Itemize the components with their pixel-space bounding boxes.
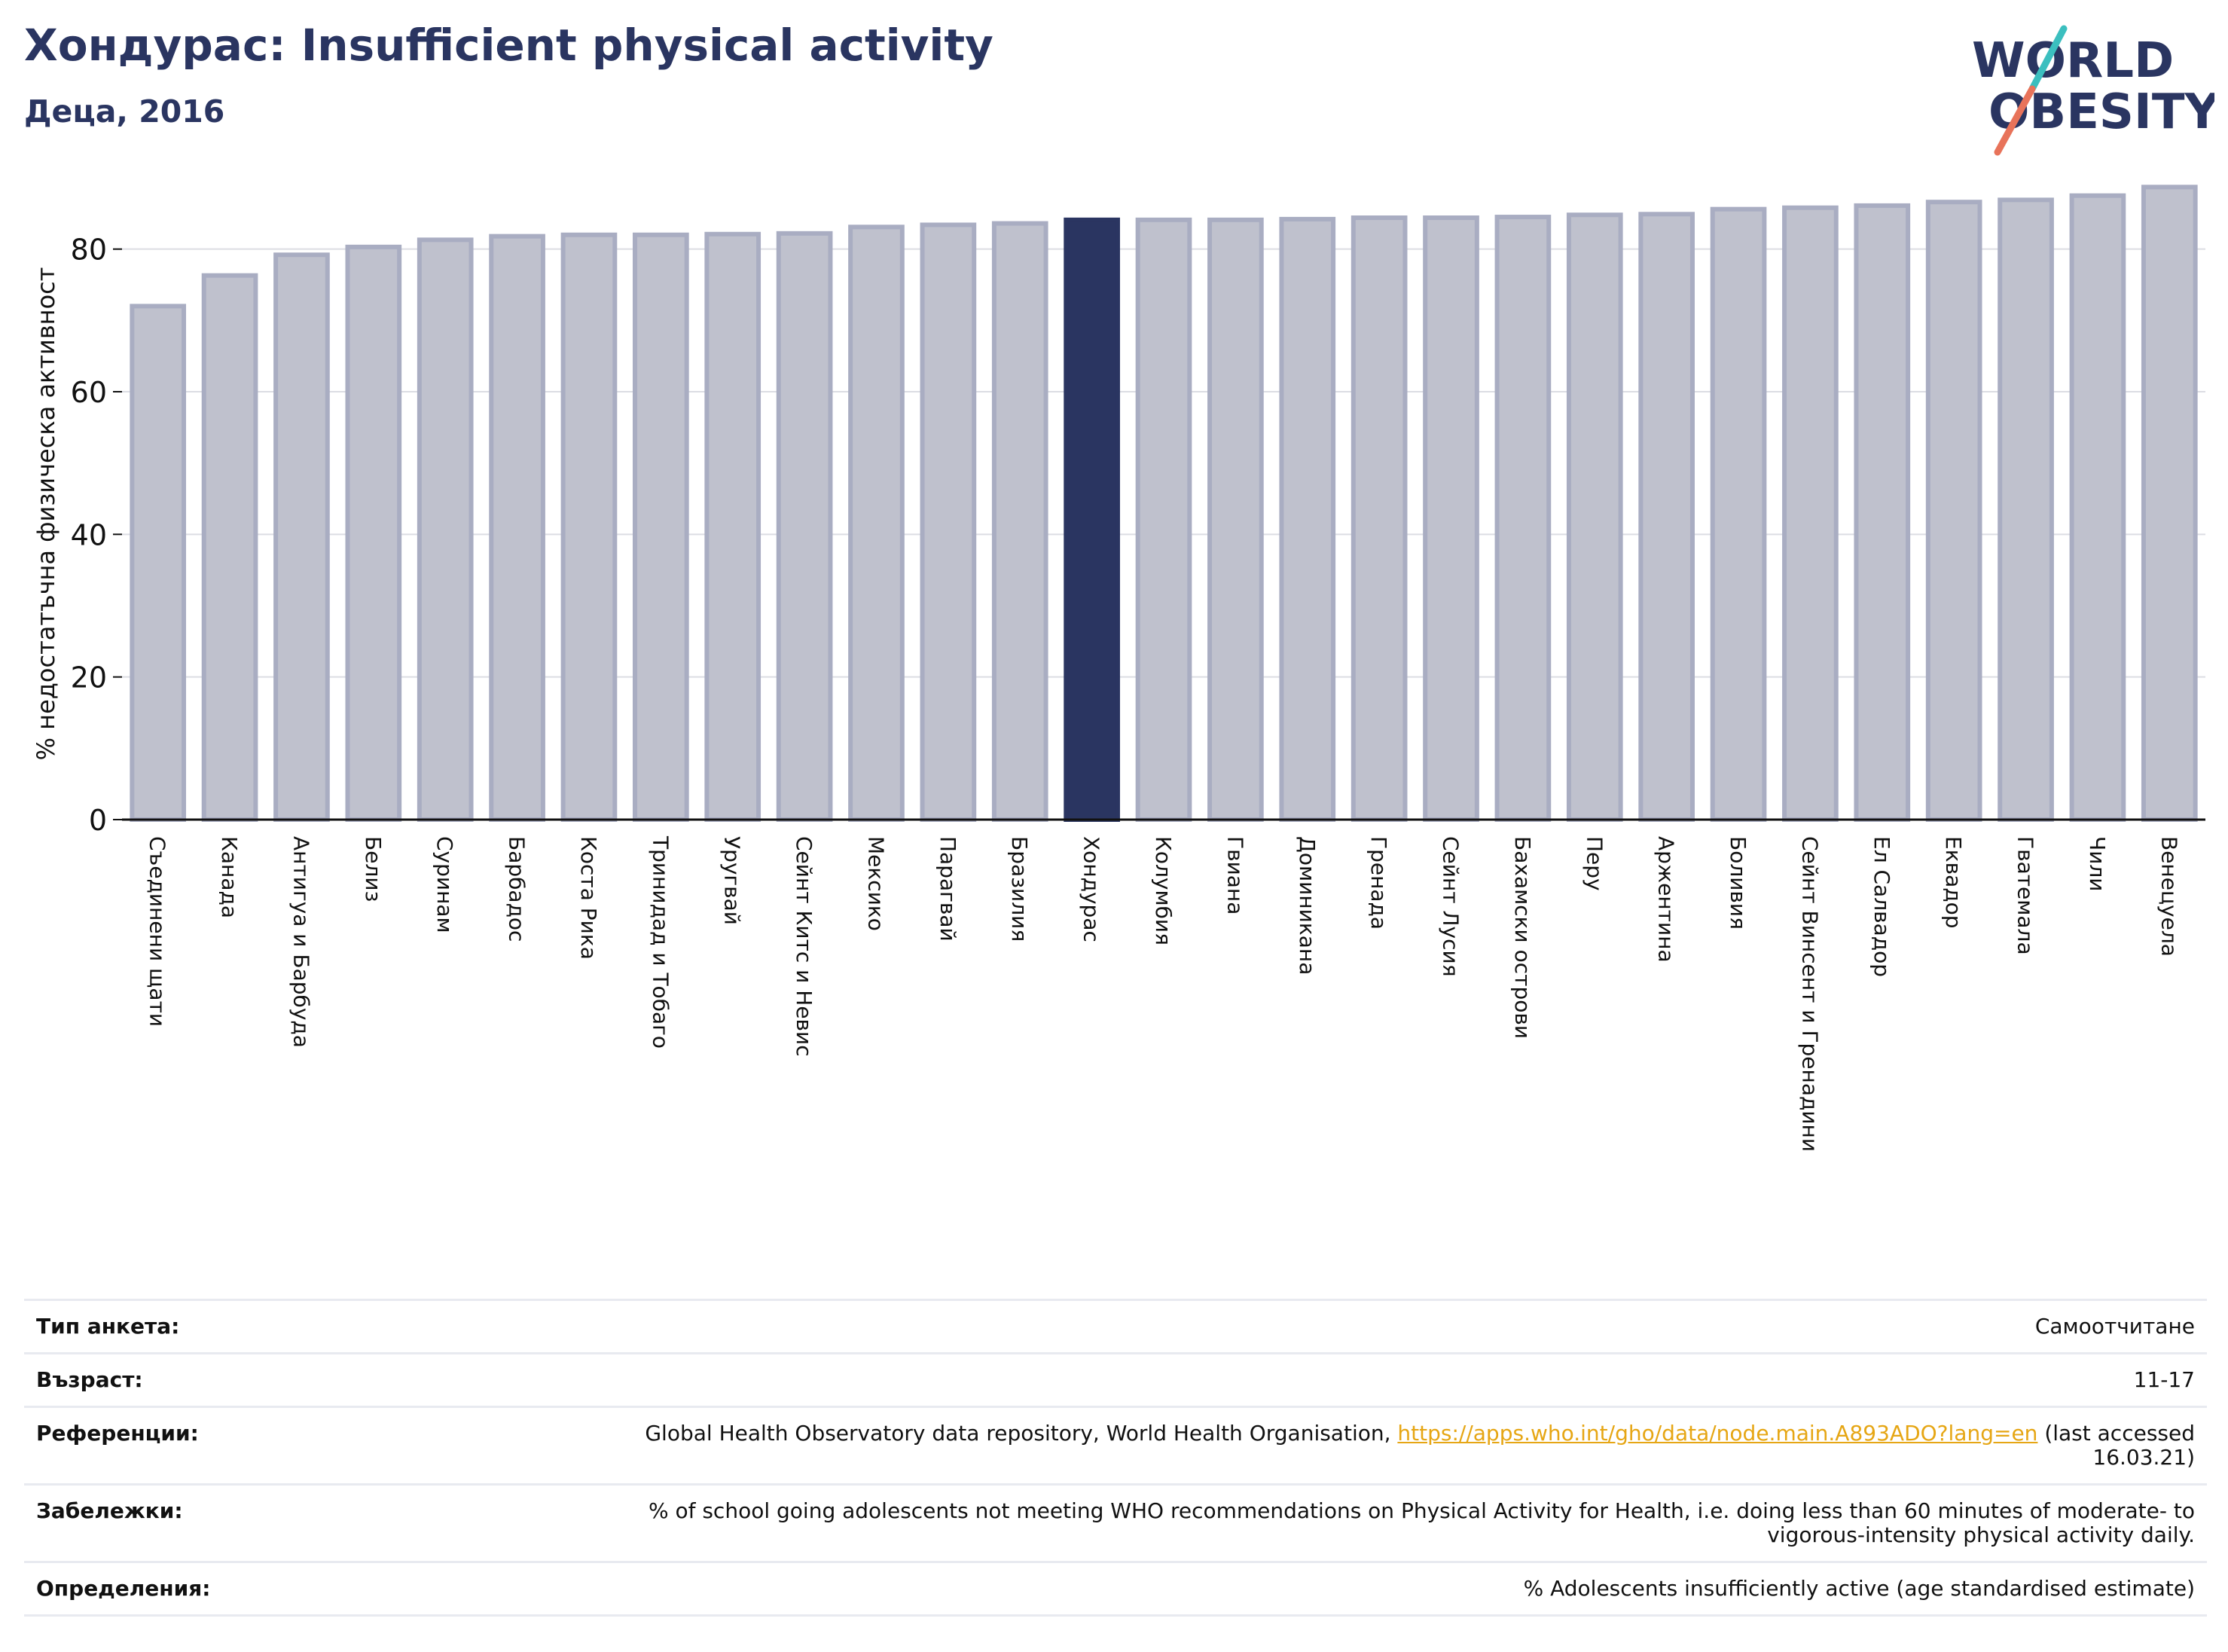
notes-label: Забележки: [24,1483,575,1563]
x-tick-label: Сейнт Лусия [1439,836,1463,977]
references-value: Global Health Observatory data repositor… [575,1406,2207,1486]
bar [201,273,258,822]
x-tick-label: Белиз [361,836,386,902]
age-value: 11-17 [575,1352,2207,1408]
bar [776,231,833,822]
x-tick-label: Тринидад и Тобаго [648,835,673,1049]
logo-line1: WORLD [1972,33,2174,89]
y-tick-label: 60 [71,376,107,409]
bar [1998,197,2054,822]
references-accessed: (last accessed 16.03.21) [2037,1421,2195,1470]
bar-chart: 0 20 40 60 80 % недостатъчна физическа активн… [32,185,2205,1152]
bar [560,232,618,822]
x-tick-label: Венецуела [2156,836,2181,957]
x-tick-label: Суринам [432,836,457,933]
y-tick-label: 20 [71,661,107,695]
x-tick-label: Канада [217,836,242,918]
info-row-notes: Забележки: % of school going adolescents… [24,1483,2207,1563]
x-tick-label: Ел Салвадор [1869,836,1894,977]
x-tick-label: Аржентина [1654,836,1679,963]
bar [1782,205,1839,822]
bar [417,237,474,822]
references-text: Global Health Observatory data repositor… [645,1421,1398,1446]
bar [1494,215,1552,823]
bar [920,222,977,823]
info-table: Тип анкета: Самоотчитане Възраст: 11-17 … [24,1299,2207,1617]
x-tick-label: Доминикана [1295,836,1320,975]
logo-slash-coral [1994,85,2036,156]
x-tick-label: Гватемала [2013,836,2038,955]
x-tick-label: Сейнт Китс и Невис [792,836,816,1057]
x-tick-label: Еквадор [1941,836,1966,929]
x-tick-label: Мексико [863,836,888,931]
survey-type-label: Тип анкета: [24,1299,575,1354]
bar [1351,215,1408,823]
x-tick-label: Гвиана [1222,836,1247,915]
definitions-label: Определения: [24,1561,575,1617]
definitions-value: % Adolescents insufficiently active (age… [575,1561,2207,1617]
x-tick-label: Барбадос [505,836,530,942]
x-tick-label: Перу [1582,836,1607,891]
x-tick-label: Парагвай [935,836,960,942]
y-axis-label: % недостатъчна физическа активност [32,267,60,761]
bar [2069,193,2126,822]
notes-value: % of school going adolescents not meetin… [575,1483,2207,1563]
world-obesity-logo: WORLD OBESITY [1972,25,2214,156]
references-label: Референции: [24,1406,575,1486]
bar [991,221,1048,822]
x-tick-label: Сейнт Винсент и Гренадини [1797,836,1822,1152]
bar-highlight [1064,217,1120,822]
page-title: Хондурас: Insufficient physical activity [24,20,993,71]
bar [1207,217,1264,822]
logo-slash-teal [2028,25,2068,93]
bar [1279,216,1336,822]
x-tick-label: Коста Рика [576,836,601,960]
bar [704,231,761,822]
x-tick-label: Бахамски острови [1510,836,1535,1039]
bar [2141,185,2198,823]
bar [1638,212,1695,822]
x-tick-label: Бразилия [1007,836,1032,942]
x-tick-label: Гренада [1366,836,1391,930]
bar [848,224,905,822]
x-tick-label: Колумбия [1151,836,1176,945]
age-label: Възраст: [24,1352,575,1408]
survey-type-value: Самоотчитане [575,1299,2207,1354]
bar [1135,217,1192,822]
bar [1925,200,1982,823]
info-row-references: Референции: Global Health Observatory da… [24,1406,2207,1486]
bar [273,252,330,822]
bar [1710,206,1767,822]
bar [345,244,402,822]
y-tick-label: 80 [71,234,107,267]
y-tick-label: 0 [89,804,107,837]
x-tick-label: Чили [2085,836,2110,892]
info-row-survey: Тип анкета: Самоотчитане [24,1299,2207,1354]
bar [633,232,689,822]
bar [489,234,545,823]
y-tick-label: 40 [71,518,107,551]
x-tick-label: Боливия [1726,836,1750,930]
x-tick-label: Хондурас [1079,836,1104,942]
x-tick-label: Съединени щати [145,836,170,1027]
bar [1854,203,1911,823]
bar [130,304,187,822]
bar [1566,212,1623,822]
info-row-age: Възраст: 11-17 [24,1352,2207,1408]
x-tick-label: Антигуа и Барбуда [288,836,313,1048]
references-link[interactable]: https://apps.who.int/gho/data/node.main.… [1397,1421,2038,1446]
x-tick-label: Уругвай [720,836,745,925]
bar [1423,215,1479,823]
info-row-definitions: Определения: % Adolescents insufficientl… [24,1561,2207,1617]
page-subtitle: Деца, 2016 [24,93,225,130]
